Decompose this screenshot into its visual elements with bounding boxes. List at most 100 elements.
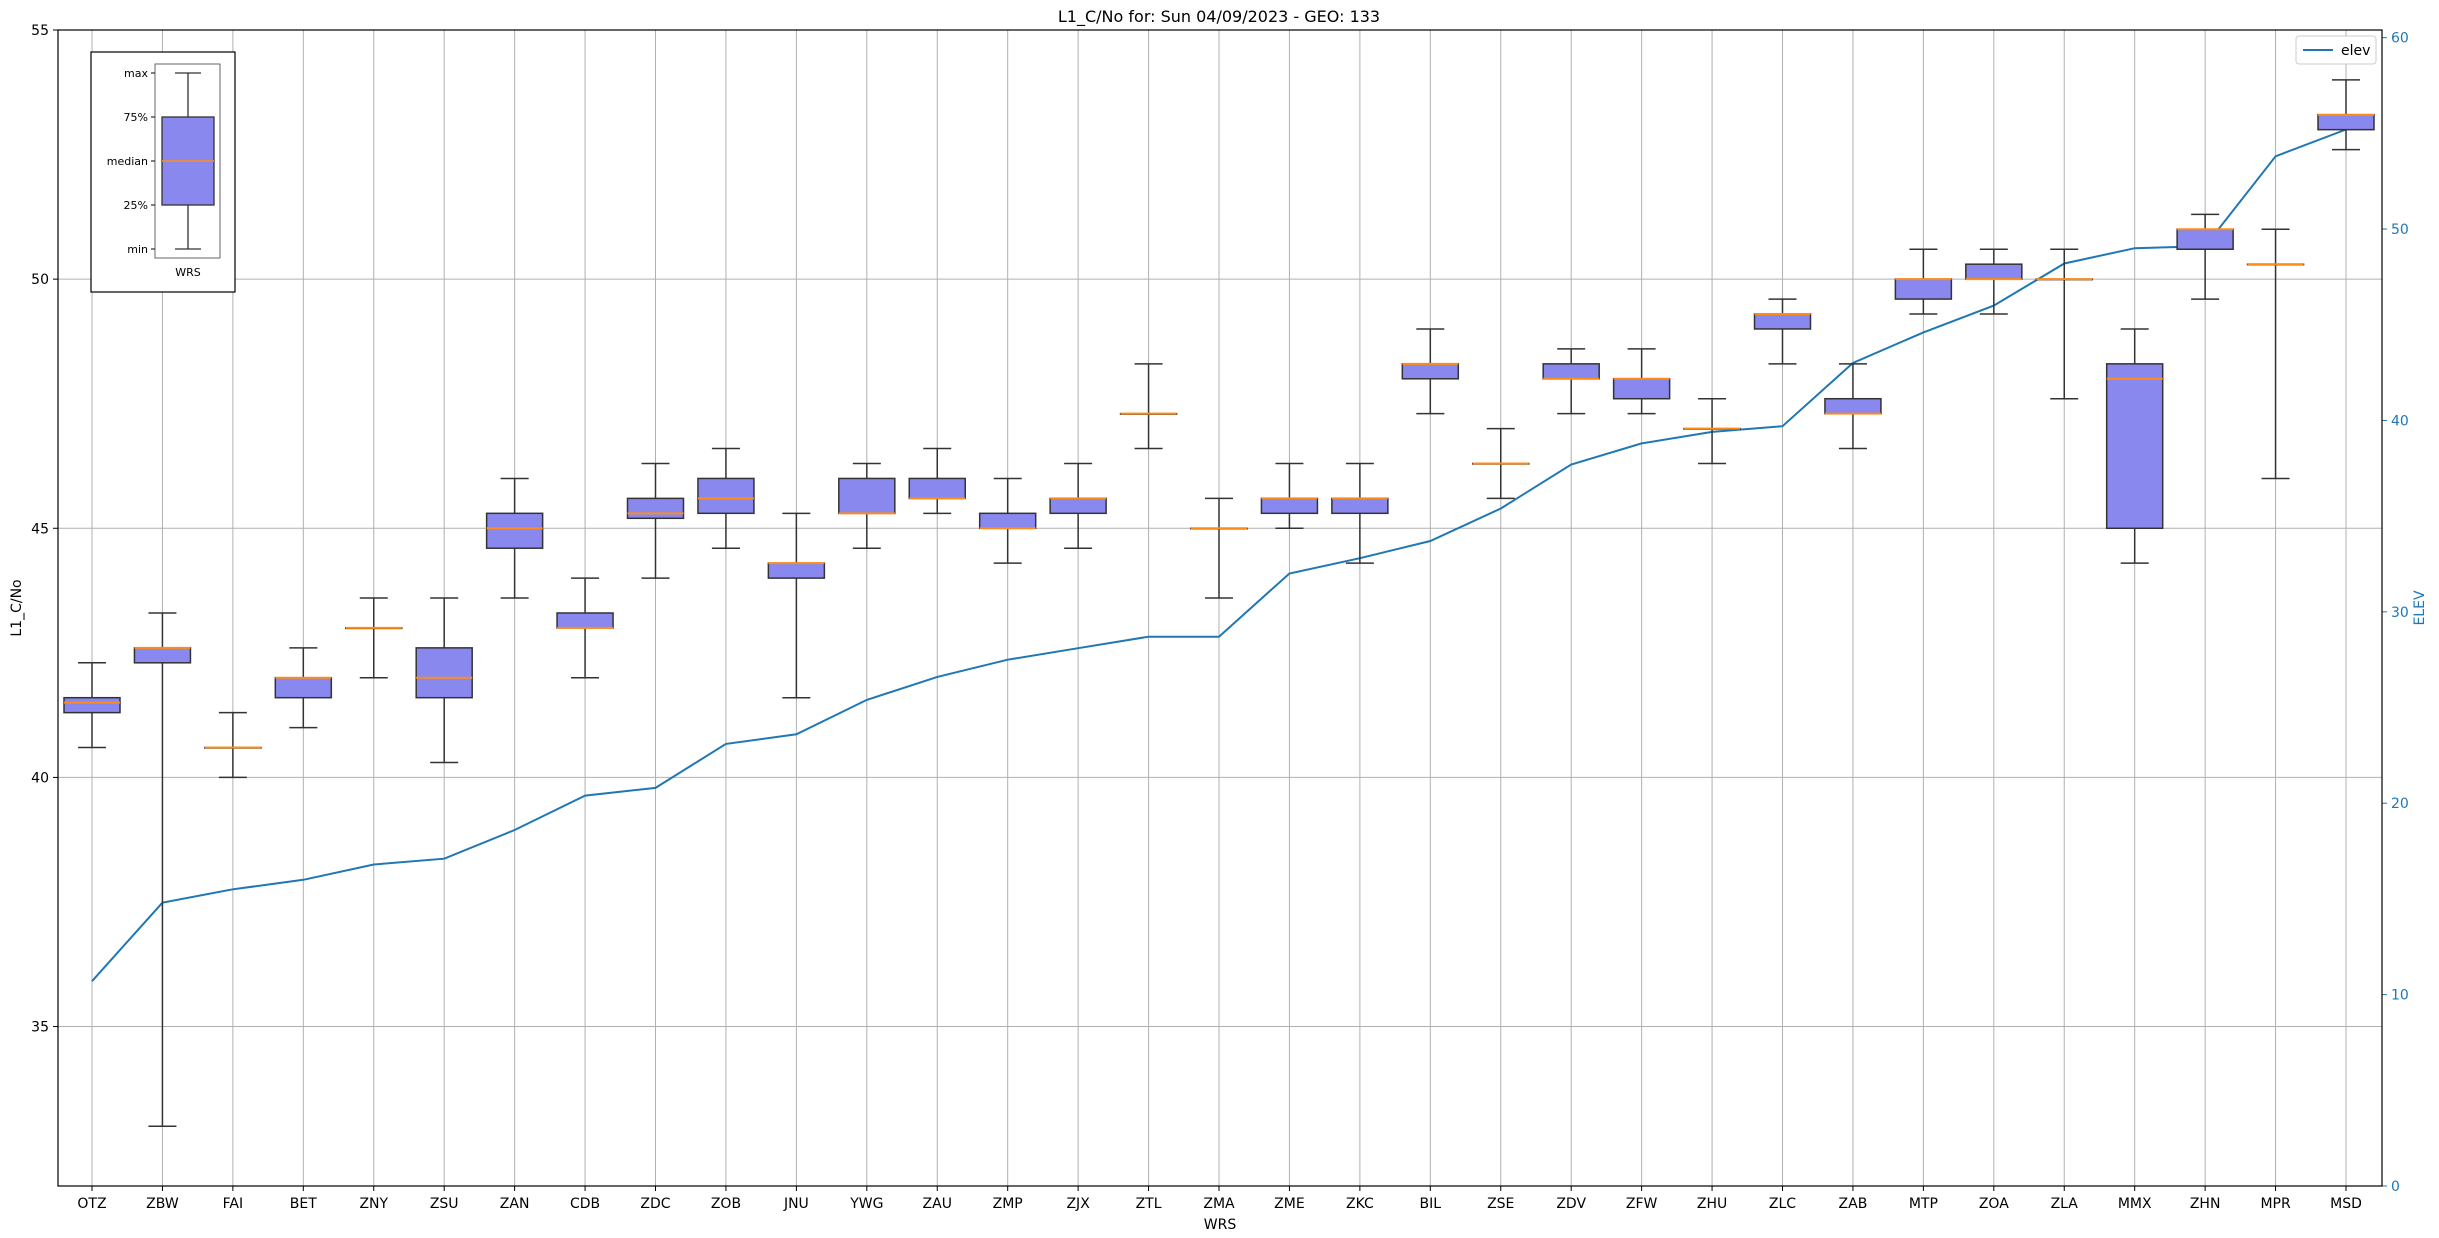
x-tick-label: ZSE bbox=[1487, 1196, 1514, 1212]
box-body bbox=[1401, 363, 1460, 380]
x-tick-label: MMX bbox=[2118, 1196, 2152, 1212]
box-body bbox=[978, 512, 1037, 530]
legend-elev-label: elev bbox=[2341, 43, 2370, 59]
x-tick-label: ZOA bbox=[1979, 1196, 2009, 1212]
x-tick-label: ZDV bbox=[1556, 1196, 1586, 1212]
x-tick-label: ZHU bbox=[1697, 1196, 1727, 1212]
y-tick-label: 50 bbox=[31, 272, 49, 288]
box-zan bbox=[485, 477, 544, 599]
x-tick-label: JNU bbox=[783, 1196, 809, 1212]
box-zob bbox=[697, 447, 755, 549]
box-zse bbox=[1472, 427, 1530, 500]
box-body bbox=[1894, 278, 1953, 300]
inset-tick-label: 25% bbox=[124, 199, 148, 212]
x-tick-label: OTZ bbox=[77, 1196, 106, 1212]
box-zab bbox=[1824, 363, 1882, 450]
box-fai bbox=[204, 711, 262, 779]
x-tick-label: ZLA bbox=[2051, 1196, 2079, 1212]
x-tick-label: ZAN bbox=[500, 1196, 530, 1212]
box-body bbox=[1612, 378, 1671, 400]
y-tick-label: 55 bbox=[31, 23, 49, 39]
box-zbw bbox=[133, 612, 192, 1127]
box-zkc bbox=[1331, 462, 1389, 564]
x-tick-label: MPR bbox=[2260, 1196, 2291, 1212]
x-tick-label: ZAU bbox=[923, 1196, 952, 1212]
box-body bbox=[2317, 113, 2375, 131]
x-tick-label: ZME bbox=[1274, 1196, 1305, 1212]
inset-tick-label: median bbox=[107, 155, 148, 168]
box-zlc bbox=[1753, 298, 1812, 365]
x-tick-label: ZMA bbox=[1203, 1196, 1235, 1212]
legend-frame bbox=[2295, 35, 2377, 65]
box-msd bbox=[2317, 79, 2375, 151]
y2-tick-label: 30 bbox=[2391, 605, 2409, 621]
y2-tick-label: 40 bbox=[2391, 413, 2409, 429]
box-zla bbox=[2035, 248, 2093, 400]
box-body bbox=[838, 477, 896, 515]
plot-frame bbox=[57, 29, 2383, 1187]
y-axis-label: L1_C/No bbox=[9, 579, 25, 636]
x-tick-label: ZAB bbox=[1839, 1196, 1868, 1212]
box-jnu bbox=[767, 512, 826, 699]
x-tick-label: MSD bbox=[2330, 1196, 2362, 1212]
inset-tick-label: 75% bbox=[124, 111, 148, 124]
box-zmp bbox=[978, 477, 1037, 564]
box-series bbox=[63, 79, 2375, 1127]
x-tick-label: ZLC bbox=[1769, 1196, 1796, 1212]
box-zjx bbox=[1049, 462, 1107, 549]
box-zme bbox=[1260, 462, 1319, 530]
box-body bbox=[133, 647, 192, 664]
box-zhu bbox=[1683, 397, 1741, 465]
box-body bbox=[2105, 363, 2164, 530]
box-zma bbox=[1190, 497, 1248, 599]
box-body bbox=[63, 696, 121, 714]
x-tick-label: BET bbox=[290, 1196, 317, 1212]
box-zsu bbox=[415, 597, 473, 764]
y2-tick-label: 0 bbox=[2391, 1179, 2400, 1195]
y-tick-label: 40 bbox=[31, 770, 49, 786]
x-tick-label: ZDC bbox=[640, 1196, 670, 1212]
box-body bbox=[1049, 497, 1107, 515]
elev-series bbox=[91, 128, 2347, 982]
y2-tick-label: 50 bbox=[2391, 222, 2409, 238]
box-otz bbox=[63, 662, 121, 749]
x-tick-label: CDB bbox=[570, 1196, 600, 1212]
box-body bbox=[415, 647, 473, 699]
y2-axis-label: ELEV bbox=[2412, 590, 2428, 625]
box-body bbox=[485, 512, 544, 549]
box-mtp bbox=[1894, 248, 1953, 315]
box-bet bbox=[274, 647, 333, 729]
box-ywg bbox=[838, 462, 896, 549]
y2-tick-label: 20 bbox=[2391, 796, 2409, 812]
y-tick-label: 35 bbox=[31, 1020, 49, 1036]
box-zny bbox=[345, 597, 403, 679]
x-tick-label: ZJX bbox=[1066, 1196, 1090, 1212]
box-ztl bbox=[1119, 363, 1178, 450]
x-tick-label: ZNY bbox=[359, 1196, 388, 1212]
box-body bbox=[2176, 228, 2234, 250]
box-body bbox=[1260, 497, 1319, 515]
box-body bbox=[1824, 397, 1882, 415]
box-zhn bbox=[2176, 213, 2234, 300]
box-zau bbox=[908, 447, 966, 515]
box-zdc bbox=[626, 462, 685, 579]
box-body bbox=[1753, 313, 1812, 330]
x-tick-label: ZOB bbox=[711, 1196, 741, 1212]
x-tick-label: ZBW bbox=[146, 1196, 179, 1212]
chart-title: L1_C/No for: Sun 04/09/2023 - GEO: 133 bbox=[1058, 7, 1380, 27]
axes: OTZ ZBW FAI BET ZNY ZSU ZAN CDB ZDC ZOB JNU YWG ZAU Z… bbox=[31, 23, 2409, 1212]
x-tick-label: MTP bbox=[1909, 1196, 1938, 1212]
x-tick-label: ZTL bbox=[1136, 1196, 1162, 1212]
box-zfw bbox=[1612, 348, 1671, 415]
box-body bbox=[274, 677, 333, 699]
elev-line bbox=[91, 128, 2347, 982]
y-tick-label: 45 bbox=[31, 521, 49, 537]
box-body bbox=[767, 562, 826, 579]
x-tick-label: ZFW bbox=[1626, 1196, 1658, 1212]
box-legend-inset: max 75% median 25% min WRS bbox=[90, 51, 236, 293]
inset-tick-label: max bbox=[124, 67, 148, 80]
box-body bbox=[908, 477, 966, 500]
x-axis-label: WRS bbox=[1204, 1217, 1237, 1233]
x-tick-label: ZKC bbox=[1346, 1196, 1374, 1212]
x-tick-label: YWG bbox=[849, 1196, 883, 1212]
